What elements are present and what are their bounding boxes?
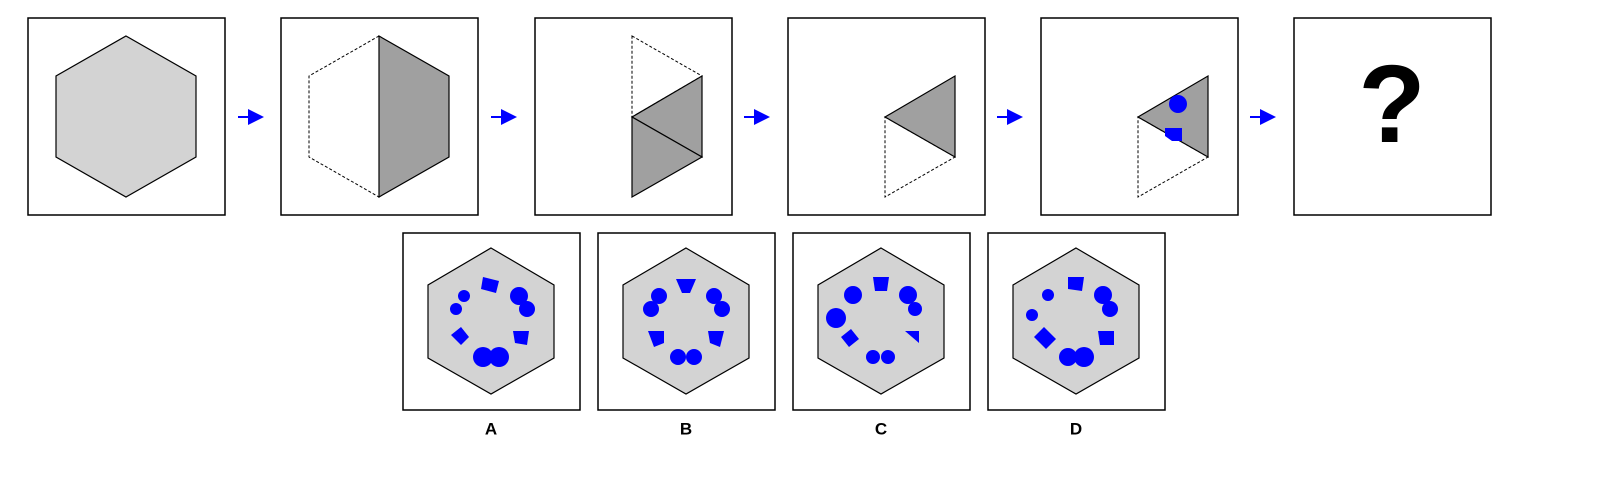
option-label: C <box>875 419 887 438</box>
panel <box>27 17 226 216</box>
question-mark: ? <box>1358 43 1425 166</box>
option[interactable]: C <box>792 232 971 438</box>
panel: ? <box>1293 17 1492 216</box>
panel <box>787 17 986 216</box>
panel <box>280 17 479 216</box>
option-label: D <box>1070 419 1082 438</box>
option-label: A <box>485 419 497 438</box>
option[interactable]: B <box>597 232 776 438</box>
panel <box>534 17 733 216</box>
option[interactable]: D <box>987 232 1166 438</box>
option[interactable]: A <box>402 232 581 438</box>
panel <box>1040 17 1239 216</box>
option-label: B <box>680 419 692 438</box>
